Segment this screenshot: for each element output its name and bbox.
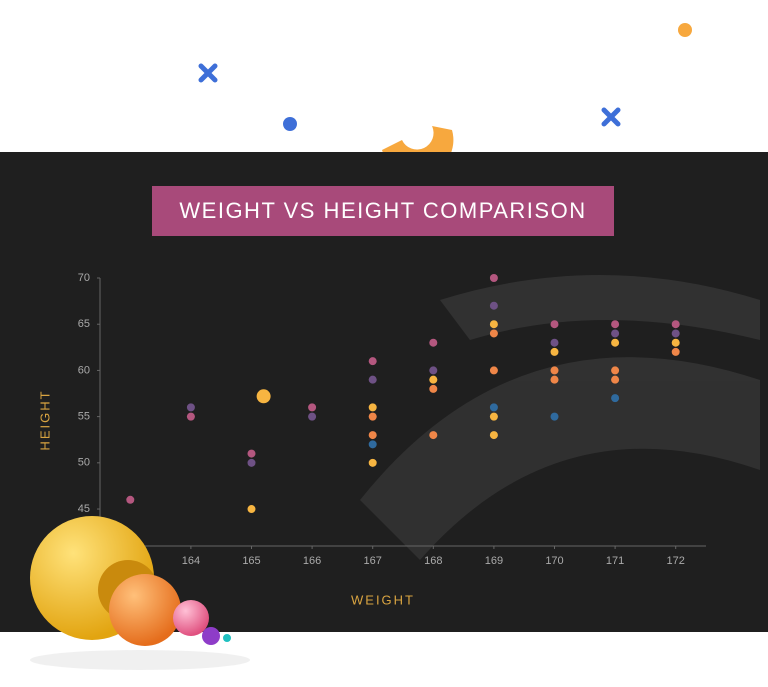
- point: [489, 274, 498, 282]
- point: [611, 320, 620, 329]
- x-tick-label: 170: [545, 555, 563, 567]
- point: [368, 458, 377, 467]
- point: [186, 403, 195, 412]
- point: [671, 320, 680, 329]
- point: [429, 366, 438, 375]
- point: [247, 505, 256, 514]
- background-tape: [360, 275, 760, 560]
- y-tick-label: 50: [78, 457, 90, 469]
- y-tick-label: 65: [78, 318, 90, 330]
- x-tick-label: 171: [606, 555, 624, 567]
- point: [489, 366, 498, 375]
- y-tick-label: 60: [78, 364, 90, 376]
- sphere: [223, 634, 231, 642]
- point: [256, 389, 271, 404]
- point: [368, 357, 377, 366]
- point: [671, 338, 680, 347]
- point: [611, 329, 620, 338]
- foreground-spheres: [30, 516, 250, 670]
- sphere: [173, 600, 209, 636]
- point: [489, 412, 498, 421]
- point: [308, 403, 317, 412]
- point: [429, 338, 438, 347]
- point: [489, 329, 498, 338]
- point: [550, 412, 559, 421]
- y-tick-label: 55: [78, 411, 90, 423]
- y-tick-label: 70: [78, 272, 90, 284]
- point: [368, 412, 377, 421]
- point: [368, 403, 377, 412]
- point: [429, 431, 438, 440]
- point: [186, 412, 195, 421]
- point: [489, 431, 498, 440]
- point: [489, 320, 498, 329]
- point: [368, 431, 377, 440]
- point: [611, 394, 620, 403]
- x-tick-label: 172: [667, 555, 685, 567]
- title-banner: [152, 186, 614, 236]
- point: [368, 440, 377, 449]
- shadow: [30, 650, 250, 670]
- point: [489, 301, 498, 310]
- point: [247, 449, 256, 458]
- point: [368, 375, 377, 384]
- point: [308, 412, 317, 421]
- x-tick-label: 165: [242, 555, 260, 567]
- point: [550, 338, 559, 347]
- point: [429, 384, 438, 393]
- x-tick-label: 164: [182, 555, 200, 567]
- point: [126, 495, 135, 504]
- x-tick-label: 168: [424, 555, 442, 567]
- y-axis-label: HEIGHT: [37, 389, 52, 450]
- point: [611, 375, 620, 384]
- point: [489, 403, 498, 412]
- point: [550, 320, 559, 329]
- point: [671, 347, 680, 356]
- point: [550, 347, 559, 356]
- x-axis-label: WEIGHT: [351, 592, 415, 607]
- point: [671, 329, 680, 338]
- point: [429, 375, 438, 384]
- sphere: [202, 627, 220, 645]
- point: [611, 366, 620, 375]
- x-tick-label: 169: [485, 555, 503, 567]
- point: [611, 338, 620, 347]
- y-tick-label: 45: [78, 503, 90, 515]
- point: [247, 458, 256, 467]
- x-tick-label: 166: [303, 555, 321, 567]
- point: [550, 375, 559, 384]
- point: [550, 366, 559, 375]
- sphere: [109, 574, 181, 646]
- chart-title: WEIGHT VS HEIGHT COMPARISON: [179, 198, 586, 223]
- x-tick-label: 167: [364, 555, 382, 567]
